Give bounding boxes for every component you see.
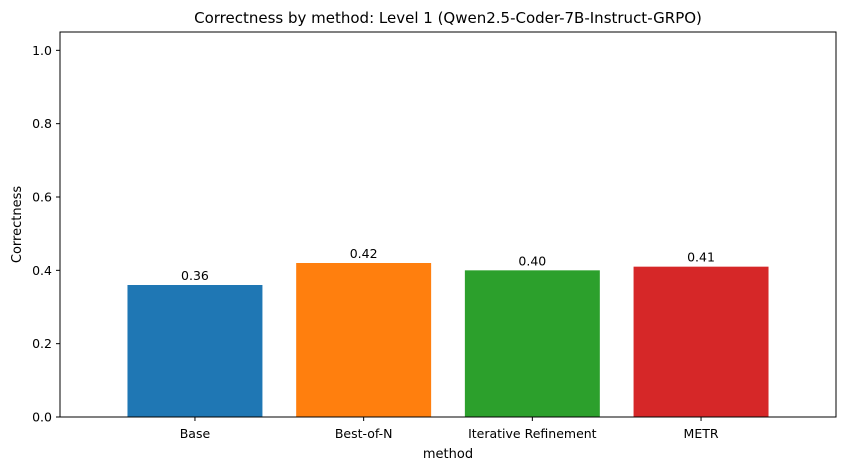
x-tick-label: Best-of-N	[335, 426, 393, 441]
y-tick-label: 0.2	[32, 336, 52, 351]
x-axis-label: method	[423, 447, 473, 462]
x-tick-label: Base	[180, 426, 211, 441]
y-axis-label: Correctness	[10, 186, 25, 263]
bar-value-label: 0.42	[350, 246, 378, 261]
y-tick-label: 0.8	[32, 116, 52, 131]
x-axis: Base Best-of-N Iterative Refinement METR	[180, 417, 719, 441]
bar-base	[127, 285, 263, 417]
bar-value-label: 0.40	[518, 253, 546, 268]
y-axis: 0.0 0.2 0.4 0.6 0.8 1.0	[32, 43, 60, 425]
bars-layer: 0.36 0.42 0.40 0.41	[127, 246, 769, 417]
x-tick-label: Iterative Refinement	[468, 426, 597, 441]
bar-best-of-n	[296, 263, 432, 417]
bar-value-label: 0.36	[181, 268, 209, 283]
bar-value-label: 0.41	[687, 250, 715, 265]
y-tick-label: 0.4	[32, 263, 52, 278]
y-tick-label: 0.6	[32, 190, 52, 205]
y-tick-label: 1.0	[32, 43, 52, 58]
plot-frame	[59, 31, 837, 418]
bar-iterative-refinement	[464, 270, 600, 417]
bar-metr	[633, 266, 769, 417]
x-tick-label: METR	[684, 426, 719, 441]
chart-title: Correctness by method: Level 1 (Qwen2.5-…	[194, 9, 702, 27]
y-tick-label: 0.0	[32, 410, 52, 425]
